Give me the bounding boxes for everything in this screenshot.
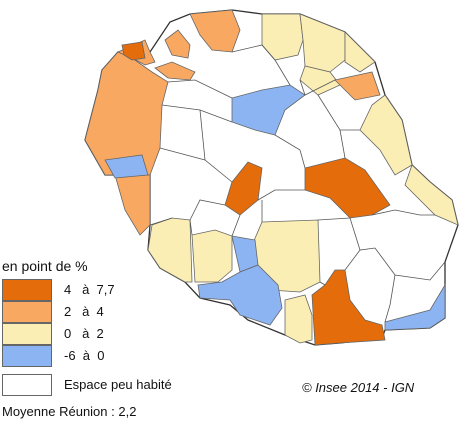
legend-swatch xyxy=(2,374,52,396)
regions-minus6-0 xyxy=(104,84,446,331)
legend-swatch xyxy=(2,301,52,323)
average-text: Moyenne Réunion : 2,2 xyxy=(2,404,137,419)
legend-range: 2 à 4 xyxy=(64,304,104,319)
regions-0-2 xyxy=(147,13,459,344)
copyright-text: © Insee 2014 - IGN xyxy=(302,380,415,395)
commune-boundaries xyxy=(149,44,446,323)
legend-swatch xyxy=(2,345,52,367)
legend-empty-label: Espace peu habité xyxy=(64,377,172,392)
legend-range: -6 à 0 xyxy=(64,348,105,363)
legend-range: 4 à 7,7 xyxy=(64,282,115,297)
legend-range: 0 à 2 xyxy=(64,326,104,341)
legend-swatch xyxy=(2,279,52,301)
legend-swatch xyxy=(2,323,52,345)
legend-title: en point de % xyxy=(2,258,88,274)
